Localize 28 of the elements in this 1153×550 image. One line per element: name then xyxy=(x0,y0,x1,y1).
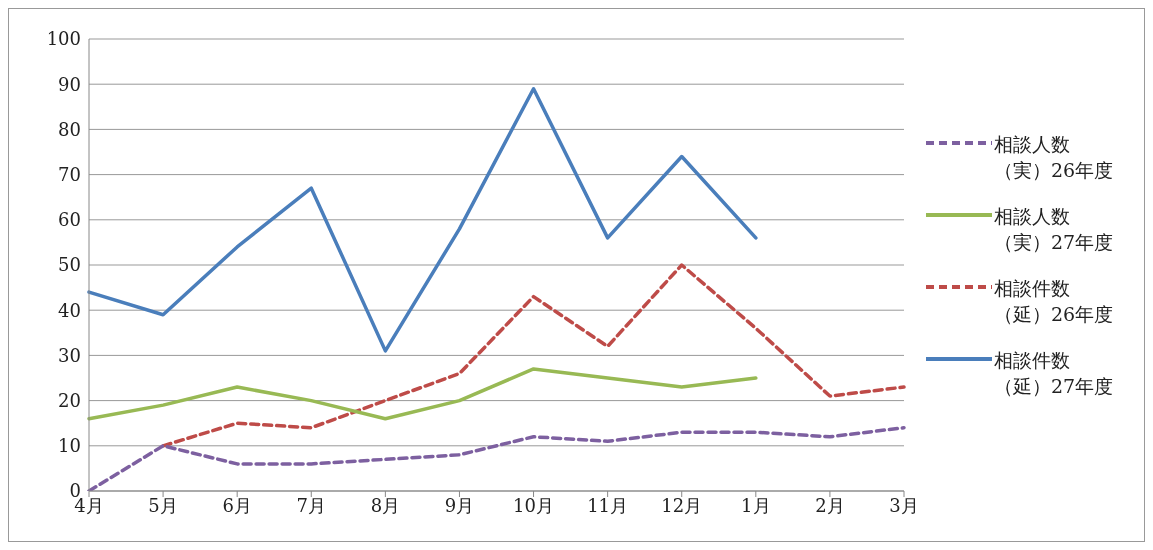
x-tick-label: 8月 xyxy=(370,494,401,516)
line-series xyxy=(87,86,758,353)
legend-label: 相談人数（実）27年度 xyxy=(994,204,1115,255)
y-tick-label: 10 xyxy=(58,435,81,457)
y-tick-label: 90 xyxy=(58,73,81,95)
x-tick-label: 9月 xyxy=(444,494,475,516)
x-tick-label: 2月 xyxy=(815,494,845,516)
line-series xyxy=(161,263,906,448)
legend-label: 相談件数（延）26年度 xyxy=(994,276,1115,327)
x-tick-label: 5月 xyxy=(148,494,178,516)
x-tick-label: 10月 xyxy=(513,494,554,516)
y-tick-label: 30 xyxy=(58,344,81,366)
x-tick-label: 3月 xyxy=(889,494,919,516)
x-tick-label: 7月 xyxy=(296,494,326,516)
y-tick-label: 70 xyxy=(58,163,81,185)
legend-label: 相談件数（延）27年度 xyxy=(994,348,1115,399)
x-tick-label: 1月 xyxy=(741,494,771,516)
y-tick-label: 100 xyxy=(46,28,81,50)
legend-label: 相談人数（実）26年度 xyxy=(994,132,1115,183)
y-tick-label: 60 xyxy=(58,209,81,231)
y-tick-label: 50 xyxy=(58,254,81,276)
y-tick-label: 20 xyxy=(58,389,81,411)
line-series xyxy=(87,367,758,421)
x-tick-label: 6月 xyxy=(222,494,252,516)
x-tick-label: 12月 xyxy=(661,494,703,516)
y-tick-label: 40 xyxy=(58,299,81,321)
x-tick-label: 11月 xyxy=(587,494,629,516)
y-tick-label: 80 xyxy=(58,118,81,140)
